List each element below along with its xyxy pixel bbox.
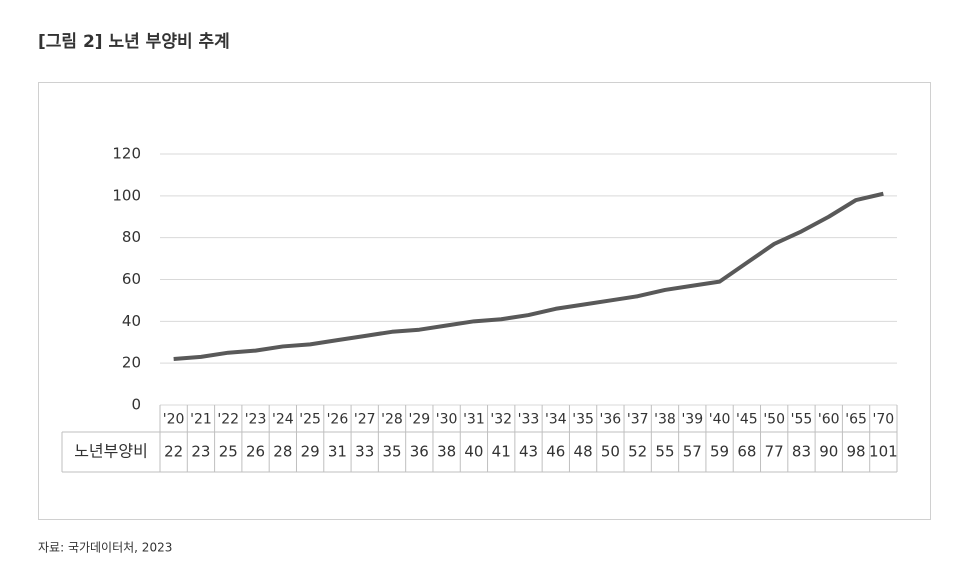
y-tick-label: 60 bbox=[122, 270, 141, 288]
x-tick-label: '38 bbox=[654, 412, 676, 428]
x-tick-label: '40 bbox=[709, 412, 731, 428]
x-tick-label: '55 bbox=[791, 412, 813, 428]
data-label: 90 bbox=[819, 443, 838, 461]
source-note: 자료: 국가데이터처, 2023 bbox=[38, 541, 172, 555]
x-tick-label: '28 bbox=[381, 412, 403, 428]
data-label: 35 bbox=[382, 443, 401, 461]
y-tick-label: 120 bbox=[112, 145, 141, 163]
x-tick-label: '30 bbox=[436, 412, 458, 428]
x-tick-label: '70 bbox=[873, 412, 895, 428]
data-label: 23 bbox=[191, 443, 210, 461]
x-tick-label: '45 bbox=[736, 412, 758, 428]
data-label: 41 bbox=[492, 443, 511, 461]
x-tick-label: '36 bbox=[600, 412, 622, 428]
y-tick-label: 0 bbox=[131, 396, 141, 414]
data-label: 36 bbox=[410, 443, 429, 461]
data-label: 31 bbox=[328, 443, 347, 461]
y-tick-label: 20 bbox=[122, 354, 141, 372]
data-label: 77 bbox=[765, 443, 784, 461]
x-tick-label: '50 bbox=[763, 412, 785, 428]
x-tick-label: '35 bbox=[572, 412, 594, 428]
data-label: 22 bbox=[164, 443, 183, 461]
x-tick-label: '33 bbox=[518, 412, 540, 428]
data-label: 59 bbox=[710, 443, 729, 461]
x-tick-label: '34 bbox=[545, 412, 567, 428]
legend-label: 노년부양비 bbox=[74, 442, 148, 461]
x-tick-label: '31 bbox=[463, 412, 485, 428]
x-tick-label: '37 bbox=[627, 412, 649, 428]
data-label: 33 bbox=[355, 443, 374, 461]
x-tick-label: '32 bbox=[490, 412, 512, 428]
data-label: 48 bbox=[574, 443, 593, 461]
data-label: 28 bbox=[273, 443, 292, 461]
data-label: 29 bbox=[301, 443, 320, 461]
x-tick-label: '22 bbox=[217, 412, 239, 428]
data-label: 101 bbox=[869, 443, 898, 461]
y-tick-label: 100 bbox=[112, 186, 141, 204]
data-label: 55 bbox=[655, 443, 674, 461]
x-tick-label: '60 bbox=[818, 412, 840, 428]
data-label: 68 bbox=[737, 443, 756, 461]
data-label: 43 bbox=[519, 443, 538, 461]
x-tick-label: '20 bbox=[163, 412, 185, 428]
data-label: 46 bbox=[546, 443, 565, 461]
data-label: 98 bbox=[847, 443, 866, 461]
x-tick-label: '39 bbox=[681, 412, 703, 428]
x-tick-label: '25 bbox=[299, 412, 321, 428]
y-tick-label: 80 bbox=[122, 228, 141, 246]
y-tick-label: 40 bbox=[122, 312, 141, 330]
data-label: 50 bbox=[601, 443, 620, 461]
x-tick-label: '23 bbox=[245, 412, 267, 428]
x-tick-label: '24 bbox=[272, 412, 294, 428]
x-tick-label: '29 bbox=[408, 412, 430, 428]
data-label: 25 bbox=[219, 443, 238, 461]
data-label: 57 bbox=[683, 443, 702, 461]
x-tick-label: '26 bbox=[327, 412, 349, 428]
x-tick-label: '21 bbox=[190, 412, 212, 428]
data-label: 38 bbox=[437, 443, 456, 461]
x-tick-label: '65 bbox=[845, 412, 867, 428]
data-label: 83 bbox=[792, 443, 811, 461]
line bbox=[173, 191, 884, 361]
chart-title: [그림 2] 노년 부양비 추계 bbox=[38, 32, 230, 52]
data-label: 52 bbox=[628, 443, 647, 461]
chart-frame bbox=[38, 82, 931, 520]
data-label: 26 bbox=[246, 443, 265, 461]
x-tick-label: '27 bbox=[354, 412, 376, 428]
data-label: 40 bbox=[464, 443, 483, 461]
